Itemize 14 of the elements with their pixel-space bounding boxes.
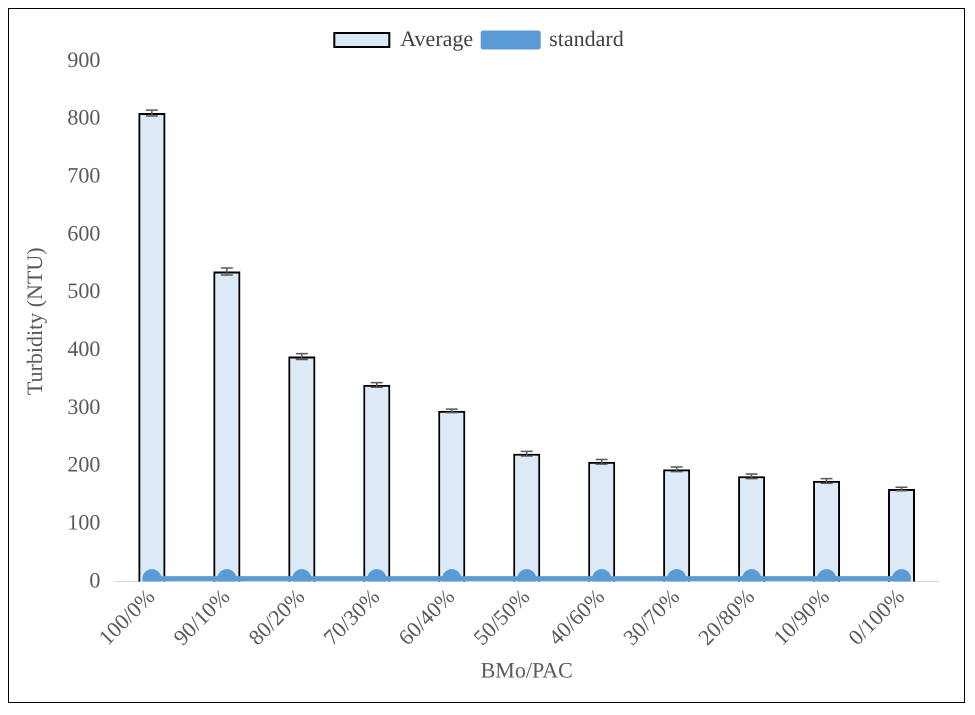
y-tick-label: 0 — [89, 567, 100, 592]
y-tick-label: 900 — [67, 46, 100, 72]
y-tick-label: 700 — [67, 162, 100, 188]
y-axis-title: Turbidity (NTU) — [22, 247, 47, 396]
y-tick-label: 600 — [67, 220, 100, 246]
y-tick-label: 100 — [67, 509, 100, 534]
y-tick-label: 200 — [67, 452, 100, 477]
y-tick-label: 800 — [67, 104, 100, 130]
y-tick-label: 500 — [67, 278, 100, 304]
legend-label: Average — [400, 26, 474, 51]
y-tick-label: 400 — [67, 336, 100, 361]
y-tick-label: 300 — [67, 394, 100, 419]
x-axis-title: BMo/PAC — [480, 658, 573, 683]
legend-label: standard — [549, 26, 624, 51]
